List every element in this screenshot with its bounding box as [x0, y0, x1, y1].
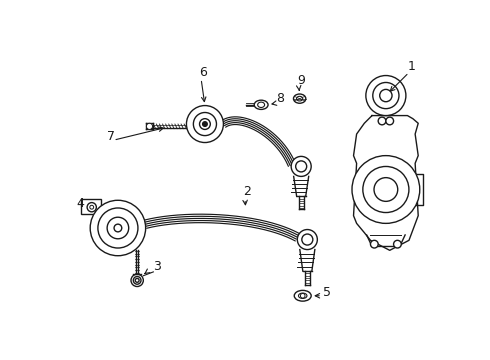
Circle shape	[373, 82, 399, 109]
Circle shape	[131, 274, 143, 287]
Text: 9: 9	[297, 74, 305, 87]
Ellipse shape	[258, 102, 265, 108]
Ellipse shape	[298, 293, 307, 298]
Circle shape	[107, 217, 129, 239]
Text: 6: 6	[199, 66, 207, 78]
Ellipse shape	[294, 291, 311, 301]
Circle shape	[370, 240, 378, 248]
Text: 1: 1	[408, 60, 416, 73]
Circle shape	[297, 230, 318, 249]
Circle shape	[295, 161, 307, 172]
Text: 2: 2	[244, 185, 251, 198]
Circle shape	[135, 278, 139, 282]
Ellipse shape	[294, 94, 306, 103]
Text: 4: 4	[76, 197, 84, 210]
Circle shape	[98, 208, 138, 248]
Circle shape	[352, 156, 420, 223]
Circle shape	[186, 105, 223, 143]
Circle shape	[87, 203, 97, 212]
Circle shape	[194, 112, 217, 136]
Circle shape	[378, 117, 386, 125]
Bar	[81, 199, 101, 214]
Text: 3: 3	[153, 260, 161, 273]
Circle shape	[302, 234, 313, 245]
Circle shape	[291, 156, 311, 176]
Circle shape	[386, 117, 393, 125]
Ellipse shape	[254, 100, 268, 109]
Circle shape	[300, 293, 305, 298]
Circle shape	[90, 200, 146, 256]
Text: 5: 5	[323, 286, 331, 299]
Circle shape	[133, 276, 141, 284]
Circle shape	[363, 166, 409, 212]
Circle shape	[147, 123, 152, 130]
Circle shape	[203, 122, 207, 126]
Circle shape	[114, 224, 122, 232]
Circle shape	[393, 240, 401, 248]
Text: 7: 7	[107, 130, 115, 143]
Circle shape	[374, 177, 398, 201]
Text: 8: 8	[276, 93, 285, 105]
Circle shape	[366, 76, 406, 116]
Circle shape	[199, 119, 210, 130]
Circle shape	[380, 89, 392, 102]
Ellipse shape	[296, 96, 303, 101]
Circle shape	[90, 205, 94, 209]
